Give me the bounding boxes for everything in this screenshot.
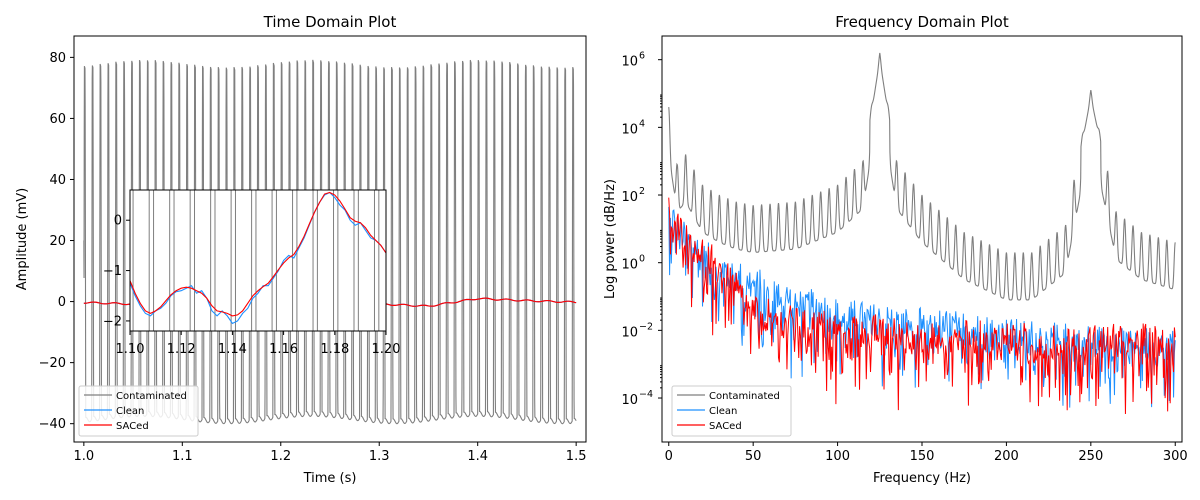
freq-y-tick-label: 10: [621, 325, 638, 340]
time-y-tick-label: 40: [49, 173, 66, 188]
time-legend-box: [78, 385, 199, 437]
freq-plot-series: [668, 52, 1176, 415]
time-inset: 1.10 1.12 1.14 1.16 1.18 1.20 −2 −1 0: [103, 189, 401, 357]
legend-label-saced: SACed: [116, 421, 149, 432]
freq-x-tick-label: 250: [1078, 449, 1103, 464]
time-y-axis-label: Amplitude (mV): [15, 188, 30, 290]
time-x-tick-label: 1.4: [467, 449, 488, 464]
freq-x-tick-label: 300: [1163, 449, 1188, 464]
inset-x-tick-label: 1.14: [218, 342, 247, 357]
freq-legend-label-saced: SACed: [709, 421, 742, 432]
freq-x-tick-label: 200: [994, 449, 1019, 464]
inset-clean-line: [130, 191, 386, 325]
time-y-tick-label: 80: [49, 51, 66, 66]
freq-x-axis-label: Frequency (Hz): [873, 471, 971, 486]
inset-saced-line: [130, 191, 386, 317]
freq-x-tick-label: 150: [910, 449, 935, 464]
time-y-tick-label: 20: [49, 234, 66, 249]
freq-contaminated-line: [668, 52, 1176, 301]
inset-series: [130, 190, 386, 331]
freq-y-tick-label: 10: [621, 190, 638, 205]
inset-y-tick-label: −1: [103, 264, 122, 279]
time-y-tick-label: 0: [58, 295, 66, 310]
freq-y-tick-label: 10: [621, 122, 638, 137]
freq-legend-label-clean: Clean: [709, 406, 737, 417]
freq-y-tick-label: 10: [621, 258, 638, 273]
inset-x-tick-label: 1.12: [167, 342, 196, 357]
time-x-tick-label: 1.3: [369, 449, 390, 464]
time-x-axis-label: Time (s): [303, 471, 357, 486]
time-plot-title: Time Domain Plot: [263, 13, 397, 31]
freq-legend-label-contaminated: Contaminated: [709, 391, 780, 402]
time-legend: Contaminated Clean SACed: [78, 385, 199, 437]
inset-x-tick-label: 1.16: [269, 342, 298, 357]
freq-x-ticks: 0 50 100 150 200 250 300: [665, 442, 1188, 464]
freq-y-axis-label: Log power (dB/Hz): [603, 179, 618, 299]
time-x-tick-label: 1.0: [74, 449, 95, 464]
freq-y-tick-exponent: −2: [639, 321, 653, 332]
frequency-domain-plot: Frequency Domain Plot 0 50 100 150 200 250 300…: [603, 13, 1188, 486]
freq-x-tick-label: 50: [745, 449, 762, 464]
time-y-tick-label: 60: [49, 112, 66, 127]
time-x-ticks: 1.0 1.1 1.2 1.3 1.4 1.5: [74, 442, 587, 464]
inset-x-tick-label: 1.20: [372, 342, 401, 357]
inset-background: [130, 190, 386, 331]
inset-y-tick-label: 0: [114, 214, 122, 229]
freq-x-tick-label: 0: [665, 449, 673, 464]
inset-x-tick-label: 1.18: [320, 342, 349, 357]
time-x-tick-label: 1.1: [172, 449, 193, 464]
inset-x-ticks: 1.10 1.12 1.14 1.16 1.18 1.20: [116, 331, 401, 357]
legend-label-contaminated: Contaminated: [116, 391, 187, 402]
time-plot-frame: [73, 35, 587, 443]
inset-frame: [129, 189, 387, 332]
freq-y-tick-exponent: 4: [639, 118, 645, 129]
time-x-tick-label: 1.2: [270, 449, 291, 464]
time-y-ticks: −40 −20 0 20 40 60 80: [39, 51, 74, 432]
freq-legend-box: [671, 385, 792, 437]
freq-plot-title: Frequency Domain Plot: [835, 13, 1009, 31]
freq-legend: Contaminated Clean SACed: [671, 385, 792, 437]
time-y-tick-label: −40: [39, 417, 66, 432]
time-y-tick-label: −20: [39, 356, 66, 371]
time-x-tick-label: 1.5: [566, 449, 587, 464]
freq-y-tick-exponent: 2: [639, 186, 645, 197]
time-domain-plot: Time Domain Plot 1.0 1.1 1.2 1.3 1.4 1.5 −40−…: [15, 13, 587, 486]
freq-y-tick-exponent: 6: [639, 51, 645, 62]
legend-label-clean: Clean: [116, 406, 144, 417]
freq-saced-line: [668, 197, 1176, 415]
freq-y-tick-label: 10: [621, 393, 638, 408]
freq-x-tick-label: 100: [825, 449, 850, 464]
inset-y-ticks: −2 −1 0: [103, 214, 130, 329]
inset-y-tick-label: −2: [103, 314, 122, 329]
inset-x-tick-label: 1.10: [116, 342, 145, 357]
freq-y-tick-exponent: 0: [639, 254, 645, 265]
freq-y-tick-label: 10: [621, 55, 638, 70]
freq-y-tick-exponent: −4: [639, 389, 653, 400]
